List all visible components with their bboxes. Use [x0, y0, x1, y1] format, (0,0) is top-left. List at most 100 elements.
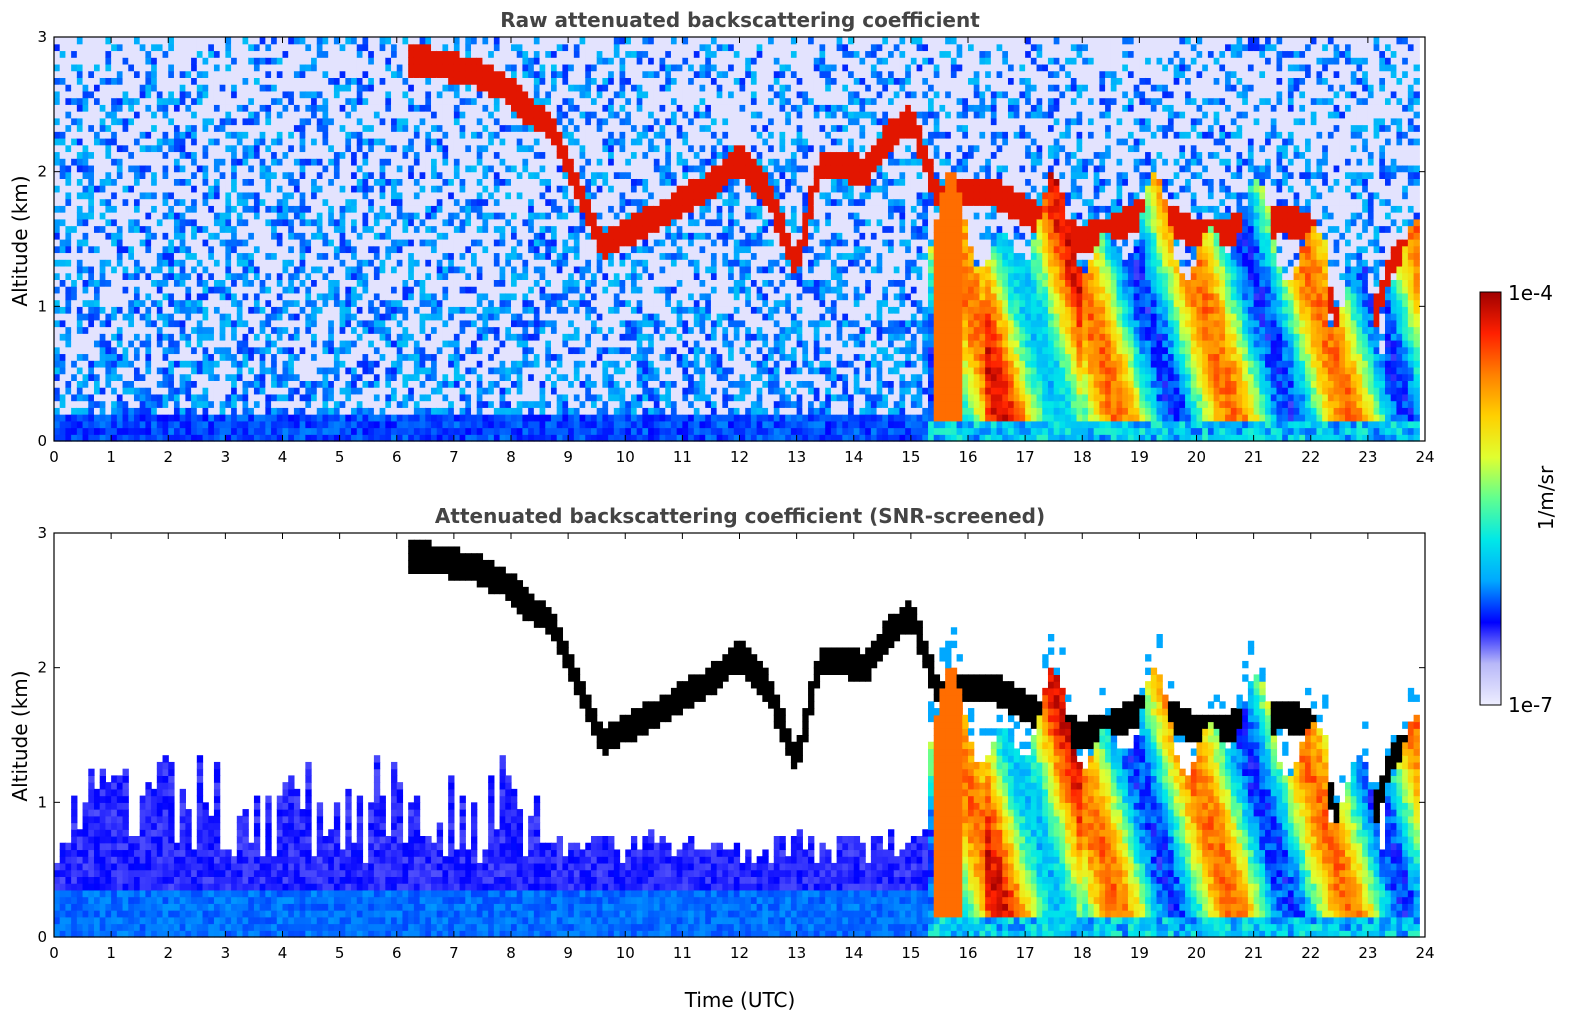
- heatmap-cell: [168, 44, 174, 51]
- heatmap-cell: [123, 192, 129, 199]
- heatmap-cell: [191, 360, 197, 367]
- heatmap-cell: [117, 353, 123, 360]
- heatmap-cell: [105, 185, 111, 192]
- heatmap-cell: [203, 421, 209, 428]
- heatmap-cell: [117, 421, 123, 428]
- heatmap-cell: [203, 414, 209, 421]
- heatmap-cell: [123, 300, 129, 307]
- heatmap-cell: [191, 246, 197, 253]
- heatmap-cell: [163, 259, 169, 266]
- heatmap-cell: [60, 293, 66, 300]
- heatmap-cell: [140, 44, 146, 51]
- heatmap-cell: [191, 293, 197, 300]
- heatmap-cell: [100, 226, 106, 233]
- heatmap-cell: [88, 219, 94, 226]
- heatmap-cell: [123, 98, 129, 105]
- heatmap-cell: [197, 266, 203, 273]
- heatmap-cell: [197, 387, 203, 394]
- heatmap-cell: [54, 212, 60, 219]
- heatmap-cell: [105, 300, 111, 307]
- heatmap-cell: [83, 266, 89, 273]
- heatmap-cell: [191, 239, 197, 246]
- heatmap-cell: [88, 172, 94, 179]
- heatmap-cell: [83, 125, 89, 132]
- heatmap-cell: [231, 212, 237, 219]
- heatmap-cell: [117, 111, 123, 118]
- heatmap-cell: [83, 64, 89, 71]
- heatmap-cell: [225, 232, 231, 239]
- heatmap-cell: [163, 367, 169, 374]
- heatmap-cell: [83, 407, 89, 414]
- heatmap-cell: [54, 340, 60, 347]
- heatmap-cell: [191, 367, 197, 374]
- heatmap-cell: [151, 239, 157, 246]
- heatmap-cell: [214, 138, 220, 145]
- heatmap-cell: [197, 380, 203, 387]
- heatmap-cell: [185, 279, 191, 286]
- heatmap-cell: [111, 353, 117, 360]
- heatmap-cell: [214, 239, 220, 246]
- heatmap-cell: [88, 178, 94, 185]
- heatmap-cell: [191, 118, 197, 125]
- heatmap-cell: [191, 145, 197, 152]
- heatmap-cell: [134, 205, 140, 212]
- heatmap-cell: [185, 44, 191, 51]
- heatmap-cell: [168, 414, 174, 421]
- heatmap-cell: [157, 347, 163, 354]
- heatmap-cell: [168, 401, 174, 408]
- heatmap-cell: [105, 192, 111, 199]
- heatmap-cell: [60, 64, 66, 71]
- heatmap-cell: [168, 205, 174, 212]
- heatmap-cell: [65, 360, 71, 367]
- heatmap-cell: [225, 212, 231, 219]
- heatmap-cell: [197, 421, 203, 428]
- heatmap-cell: [145, 414, 151, 421]
- heatmap-cell: [197, 158, 203, 165]
- heatmap-cell: [105, 266, 111, 273]
- heatmap-cell: [111, 252, 117, 259]
- heatmap-cell: [54, 71, 60, 78]
- heatmap-cell: [54, 387, 60, 394]
- heatmap-cell: [145, 57, 151, 64]
- heatmap-cell: [117, 158, 123, 165]
- heatmap-cell: [225, 273, 231, 280]
- heatmap-cell: [77, 273, 83, 280]
- heatmap-cell: [145, 165, 151, 172]
- heatmap-cell: [180, 327, 186, 334]
- heatmap-cell: [111, 104, 117, 111]
- heatmap-cell: [117, 57, 123, 64]
- heatmap-cell: [180, 320, 186, 327]
- heatmap-cell: [71, 360, 77, 367]
- heatmap-cell: [65, 37, 71, 44]
- heatmap-cell: [117, 313, 123, 320]
- heatmap-cell: [214, 374, 220, 381]
- heatmap-cell: [105, 158, 111, 165]
- heatmap-cell: [231, 259, 237, 266]
- heatmap-cell: [140, 145, 146, 152]
- heatmap-cell: [203, 360, 209, 367]
- heatmap-cell: [231, 327, 237, 334]
- heatmap-cell: [128, 266, 134, 273]
- heatmap-cell: [88, 367, 94, 374]
- heatmap-cell: [100, 212, 106, 219]
- heatmap-cell: [220, 118, 226, 125]
- heatmap-cell: [54, 374, 60, 381]
- heatmap-cell: [111, 340, 117, 347]
- heatmap-cell: [134, 374, 140, 381]
- heatmap-cell: [231, 252, 237, 259]
- heatmap-cell: [163, 306, 169, 313]
- heatmap-cell: [117, 77, 123, 84]
- heatmap-cell: [185, 353, 191, 360]
- heatmap-cell: [203, 199, 209, 206]
- heatmap-cell: [225, 151, 231, 158]
- heatmap-cell: [105, 367, 111, 374]
- heatmap-cell: [151, 205, 157, 212]
- heatmap-cell: [60, 407, 66, 414]
- heatmap-cell: [168, 212, 174, 219]
- heatmap-cell: [83, 44, 89, 51]
- heatmap-cell: [105, 57, 111, 64]
- heatmap-cell: [128, 300, 134, 307]
- heatmap-cell: [197, 84, 203, 91]
- heatmap-cell: [60, 98, 66, 105]
- heatmap-cell: [77, 145, 83, 152]
